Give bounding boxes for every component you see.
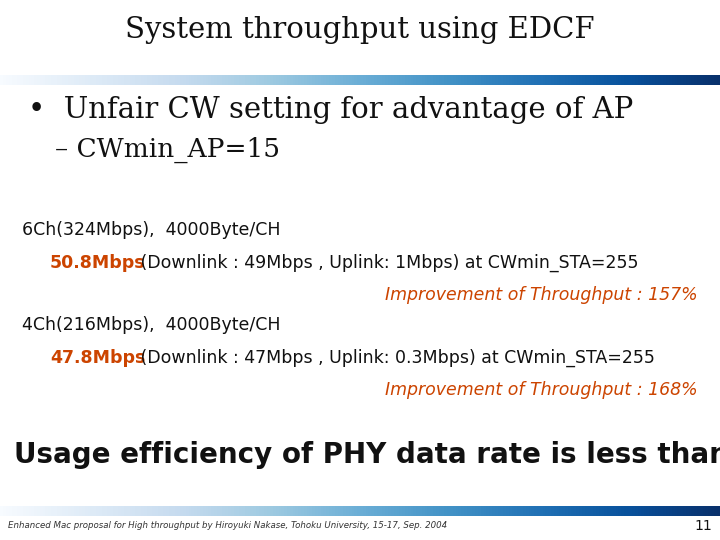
Text: System throughput using EDCF: System throughput using EDCF xyxy=(125,16,595,44)
Text: (Downlink : 47Mbps , Uplink: 0.3Mbps) at CWmin_STA=255: (Downlink : 47Mbps , Uplink: 0.3Mbps) at… xyxy=(135,349,655,367)
Text: •  Unfair CW setting for advantage of AP: • Unfair CW setting for advantage of AP xyxy=(28,96,634,124)
Text: 6Ch(324Mbps),  4000Byte/CH: 6Ch(324Mbps), 4000Byte/CH xyxy=(22,221,281,239)
Text: Improvement of Throughput : 157%: Improvement of Throughput : 157% xyxy=(385,286,698,304)
Text: 50.8Mbps: 50.8Mbps xyxy=(50,254,145,272)
Text: Improvement of Throughput : 168%: Improvement of Throughput : 168% xyxy=(385,381,698,399)
Text: Usage efficiency of PHY data rate is less than 60%: Usage efficiency of PHY data rate is les… xyxy=(14,441,720,469)
Text: 4Ch(216Mbps),  4000Byte/CH: 4Ch(216Mbps), 4000Byte/CH xyxy=(22,316,281,334)
Text: 11: 11 xyxy=(694,519,712,533)
Text: 47.8Mbps: 47.8Mbps xyxy=(50,349,145,367)
Text: (Downlink : 49Mbps , Uplink: 1Mbps) at CWmin_STA=255: (Downlink : 49Mbps , Uplink: 1Mbps) at C… xyxy=(135,254,639,272)
Text: Enhanced Mac proposal for High throughput by Hiroyuki Nakase, Tohoku University,: Enhanced Mac proposal for High throughpu… xyxy=(8,522,447,530)
Text: – CWmin_AP=15: – CWmin_AP=15 xyxy=(55,137,280,163)
